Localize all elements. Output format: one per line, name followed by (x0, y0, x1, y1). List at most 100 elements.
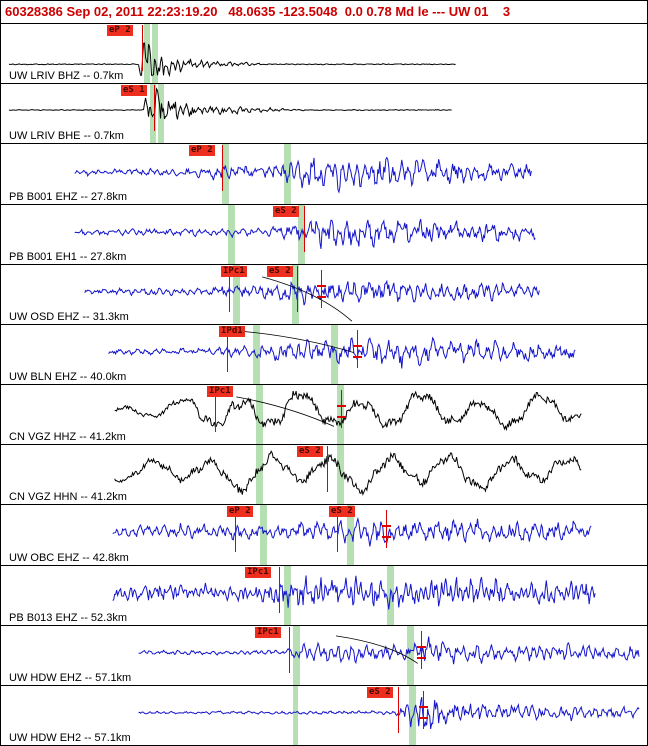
uncertainty-tick (417, 645, 426, 648)
uncertainty-marker[interactable] (341, 390, 342, 429)
trace-panels: eP 2 UW LRIV BHZ -- 0.7km eS 1 UW LRIV BHE … (1, 24, 647, 745)
pick-line[interactable] (215, 386, 216, 433)
predicted-arrival-band (292, 264, 299, 324)
waveform (114, 390, 582, 432)
trace-panel-5[interactable]: IPc1 eS 2 UW OSD EHZ -- 31.3km (1, 264, 647, 325)
predicted-arrival-band (293, 685, 298, 745)
trace-panel-11[interactable]: IPc1 UW HDW EHZ -- 57.1km (1, 625, 647, 686)
pick-flag[interactable]: eS 2 (329, 506, 355, 518)
pick-line[interactable] (327, 446, 328, 493)
pick-line[interactable] (227, 325, 228, 372)
pick-flag[interactable]: eS 2 (273, 205, 299, 217)
waveform (8, 42, 456, 78)
trace-panel-2[interactable]: eS 1 UW LRIV BHE -- 0.7km (1, 84, 647, 145)
pick-line[interactable] (337, 506, 338, 553)
pick-flag[interactable]: eP 2 (107, 25, 133, 36)
trace-label: UW HDW EH2 -- 57.1km (9, 732, 131, 745)
trace-panel-6[interactable]: IPd1 UW BLN EHZ -- 40.0km (1, 324, 647, 386)
trace-label: UW OBC EHZ -- 42.8km (9, 551, 129, 564)
pick-line[interactable] (235, 506, 236, 553)
trace-polyline (112, 574, 596, 610)
trace-panel-8[interactable]: eS 2 CN VGZ HHN -- 41.2km (1, 445, 647, 506)
pick-flag[interactable]: eS 2 (297, 446, 323, 458)
pick-flag[interactable]: IPc1 (207, 386, 233, 398)
waveform (112, 517, 592, 547)
predicted-arrival-band (284, 144, 291, 204)
trace-polyline (108, 336, 576, 369)
uncertainty-tick (419, 716, 428, 719)
trace-panel-12[interactable]: eS 2 UW HDW EH2 -- 57.1km (1, 685, 647, 745)
pick-line[interactable] (222, 145, 223, 192)
uncertainty-marker[interactable] (357, 329, 358, 368)
pick-line[interactable] (279, 566, 280, 613)
waveform (8, 87, 452, 120)
predicted-arrival-band (144, 24, 150, 84)
uncertainty-marker[interactable] (421, 630, 422, 669)
pick-flag[interactable]: IPc1 (221, 265, 247, 277)
pick-flag[interactable]: IPd1 (219, 325, 245, 337)
trace-panel-10[interactable]: IPc1 PB B013 EHZ -- 52.3km (1, 565, 647, 626)
pick-line[interactable] (304, 205, 305, 252)
association-curve (236, 396, 335, 427)
trace-label: UW OSD EHZ -- 31.3km (9, 310, 129, 323)
predicted-arrival-band (331, 324, 338, 385)
waveform (112, 574, 596, 610)
pick-line[interactable] (398, 686, 399, 733)
trace-polyline (8, 42, 456, 78)
event-header: 60328386 Sep 02, 2011 22:23:19.20 48.063… (1, 1, 647, 24)
trace-panel-7[interactable]: IPc1 CN VGZ HHZ -- 41.2km (1, 385, 647, 446)
pick-line[interactable] (154, 85, 155, 132)
uncertainty-marker[interactable] (321, 269, 322, 308)
pick-flag[interactable]: IPc1 (255, 626, 281, 638)
trace-polyline (114, 390, 582, 432)
uncertainty-marker[interactable] (386, 510, 387, 549)
pick-flag[interactable]: eS 1 (121, 85, 147, 97)
uncertainty-marker[interactable] (423, 690, 424, 729)
predicted-arrival-band (260, 505, 267, 565)
uncertainty-tick (353, 344, 362, 347)
trace-panel-9[interactable]: eP 2 eS 2 UW OBC EHZ -- 42.8km (1, 505, 647, 566)
pick-line[interactable] (289, 626, 290, 673)
trace-label: PB B001 EHZ -- 27.8km (9, 190, 127, 203)
predicted-arrival-band (150, 84, 156, 144)
pick-flag[interactable]: eP 2 (227, 506, 253, 518)
trace-label: PB B001 EH1 -- 27.8km (9, 250, 127, 263)
uncertainty-tick (353, 355, 362, 358)
trace-label: UW HDW EHZ -- 57.1km (9, 671, 132, 684)
trace-polyline (8, 87, 452, 120)
pick-flag[interactable]: eS 2 (267, 265, 293, 277)
predicted-arrival-band (337, 385, 344, 445)
pick-flag[interactable]: eS 2 (367, 686, 393, 698)
predicted-arrival-band (233, 264, 240, 324)
trace-polyline (84, 279, 540, 306)
trace-polyline (138, 696, 640, 729)
waveform (114, 450, 582, 497)
pick-flag[interactable]: IPc1 (245, 566, 271, 578)
pick-line[interactable] (297, 265, 298, 312)
predicted-arrival-band (152, 24, 158, 84)
pick-flag[interactable]: eP 2 (189, 145, 215, 157)
trace-label: UW BLN EHZ -- 40.0km (9, 371, 127, 384)
trace-label: UW LRIV BHE -- 0.7km (9, 130, 124, 143)
uncertainty-tick (337, 405, 346, 408)
waveform (84, 276, 540, 322)
association-curve (262, 276, 353, 322)
trace-label: PB B013 EHZ -- 52.3km (9, 611, 127, 624)
trace-panel-4[interactable]: eS 2 PB B001 EH1 -- 27.8km (1, 204, 647, 265)
waveform (138, 696, 640, 729)
trace-panel-1[interactable]: eP 2 UW LRIV BHZ -- 0.7km (1, 24, 647, 85)
trace-polyline (74, 156, 532, 195)
trace-polyline (112, 517, 592, 547)
predicted-arrival-band (293, 625, 300, 685)
uncertainty-tick (382, 525, 391, 528)
trace-label: UW LRIV BHZ -- 0.7km (9, 70, 124, 83)
uncertainty-tick (382, 536, 391, 539)
trace-label: CN VGZ HHZ -- 41.2km (9, 431, 126, 444)
waveform (74, 218, 536, 249)
association-curve (335, 635, 418, 664)
pick-line[interactable] (142, 25, 143, 71)
trace-polyline (74, 218, 536, 249)
trace-panel-3[interactable]: eP 2 PB B001 EHZ -- 27.8km (1, 144, 647, 205)
pick-line[interactable] (229, 265, 230, 312)
